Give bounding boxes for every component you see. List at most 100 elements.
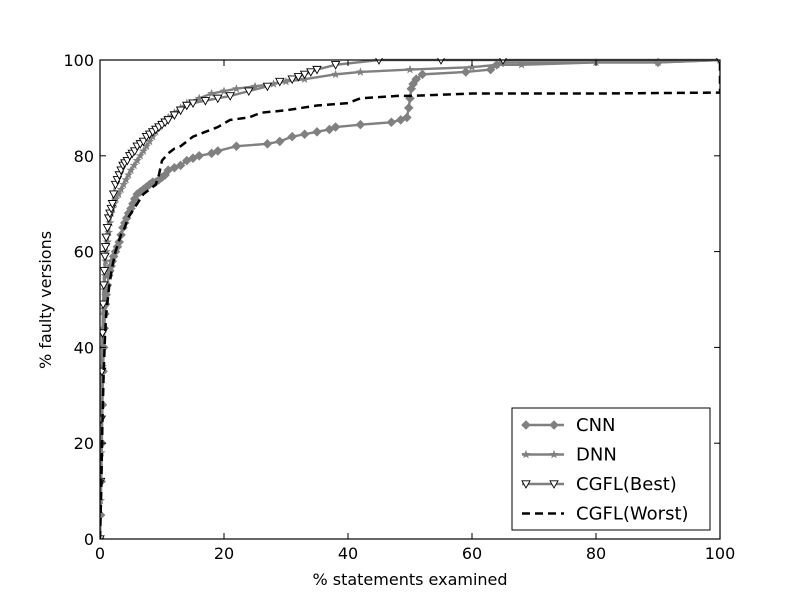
data-point <box>231 84 241 93</box>
legend-marker <box>549 449 559 459</box>
data-point <box>417 69 428 80</box>
legend-box <box>511 407 711 531</box>
data-point <box>213 146 223 156</box>
data-point <box>287 131 297 142</box>
data-point <box>108 190 119 200</box>
y-tick-label: 100 <box>63 51 94 70</box>
data-point <box>135 151 145 160</box>
data-point <box>175 160 186 171</box>
data-point <box>312 65 322 75</box>
y-axis-label: % faulty versions <box>36 231 55 369</box>
plot-frame <box>99 59 721 540</box>
legend-marker <box>521 420 531 430</box>
data-point <box>355 67 365 76</box>
data-point <box>102 223 113 233</box>
data-point <box>275 136 285 147</box>
data-point <box>121 175 131 184</box>
data-point <box>116 184 126 194</box>
data-point <box>225 92 235 101</box>
legend-marker <box>549 480 559 489</box>
data-point <box>126 165 136 174</box>
legend-marker <box>521 480 531 489</box>
data-point <box>330 122 341 132</box>
series-line <box>100 60 720 539</box>
data-point <box>169 111 180 121</box>
data-point <box>219 86 229 95</box>
data-point <box>411 74 421 84</box>
data-point <box>188 99 198 109</box>
data-point <box>207 88 217 98</box>
data-point <box>114 237 124 247</box>
data-point <box>386 117 397 128</box>
data-point <box>405 64 415 74</box>
x-axis-label: % statements examined <box>312 570 507 589</box>
data-point <box>132 155 142 165</box>
y-tick-label: 0 <box>84 530 94 549</box>
x-tick-label: 0 <box>95 544 105 563</box>
data-point <box>403 103 414 113</box>
data-point <box>331 69 341 79</box>
data-point <box>163 116 173 125</box>
legend-label: CGFL(Best) <box>576 474 677 495</box>
data-point <box>138 137 149 147</box>
data-point <box>299 70 310 80</box>
data-point <box>107 200 118 209</box>
data-point <box>244 87 254 97</box>
data-point <box>119 179 128 189</box>
series-layer <box>100 58 720 539</box>
data-point <box>175 106 186 116</box>
legend-item: CGFL(Best) <box>521 474 677 495</box>
y-tick-label: 80 <box>74 147 94 166</box>
data-point <box>330 61 341 70</box>
x-tick-label: 60 <box>462 544 482 563</box>
data-point <box>100 281 109 291</box>
data-point <box>262 82 273 92</box>
data-point <box>517 60 527 69</box>
legend-marker <box>549 420 559 430</box>
data-point <box>402 112 412 123</box>
data-point <box>124 170 133 179</box>
legend-item: CNN <box>521 415 616 436</box>
legend-marker <box>521 449 531 459</box>
legend: CNN DNN CGFL(Best) CGFL(Worst) <box>511 407 711 531</box>
data-point <box>129 160 139 170</box>
data-point <box>250 81 260 91</box>
legend-item: DNN <box>521 445 617 466</box>
axes-layer: 0 20 40 60 80 100 0 20 40 60 80 100 <box>63 51 735 563</box>
data-point <box>100 300 108 310</box>
legend-item: CGFL(Worst) <box>522 504 689 525</box>
data-point <box>461 67 471 77</box>
x-tick-label: 80 <box>586 544 606 563</box>
data-point <box>467 62 477 71</box>
data-point <box>194 151 204 161</box>
x-tick-label: 100 <box>705 544 736 563</box>
data-point <box>492 60 502 69</box>
data-point <box>275 77 285 87</box>
data-point <box>306 68 316 77</box>
data-point <box>231 141 242 151</box>
data-point <box>101 233 111 243</box>
data-point <box>287 75 297 85</box>
data-point <box>355 119 366 130</box>
legend-label: CGFL(Worst) <box>576 504 689 525</box>
x-tick-label: 40 <box>338 544 358 563</box>
x-tick-label: 20 <box>214 544 234 563</box>
data-point <box>299 129 310 140</box>
data-point <box>182 101 192 111</box>
data-point <box>100 267 110 276</box>
data-point <box>293 73 304 82</box>
data-point <box>213 94 223 104</box>
data-point <box>138 146 148 155</box>
y-tick-label: 60 <box>74 243 94 262</box>
y-tick-label: 40 <box>74 338 94 357</box>
legend-label: CNN <box>576 415 616 436</box>
y-tick-label: 20 <box>74 434 94 453</box>
data-point <box>200 97 211 106</box>
data-point <box>100 243 111 252</box>
series-cgfl-worst <box>100 60 720 539</box>
data-point <box>100 252 110 262</box>
data-point <box>485 64 496 75</box>
legend-label: DNN <box>576 445 617 466</box>
data-point <box>312 127 322 137</box>
